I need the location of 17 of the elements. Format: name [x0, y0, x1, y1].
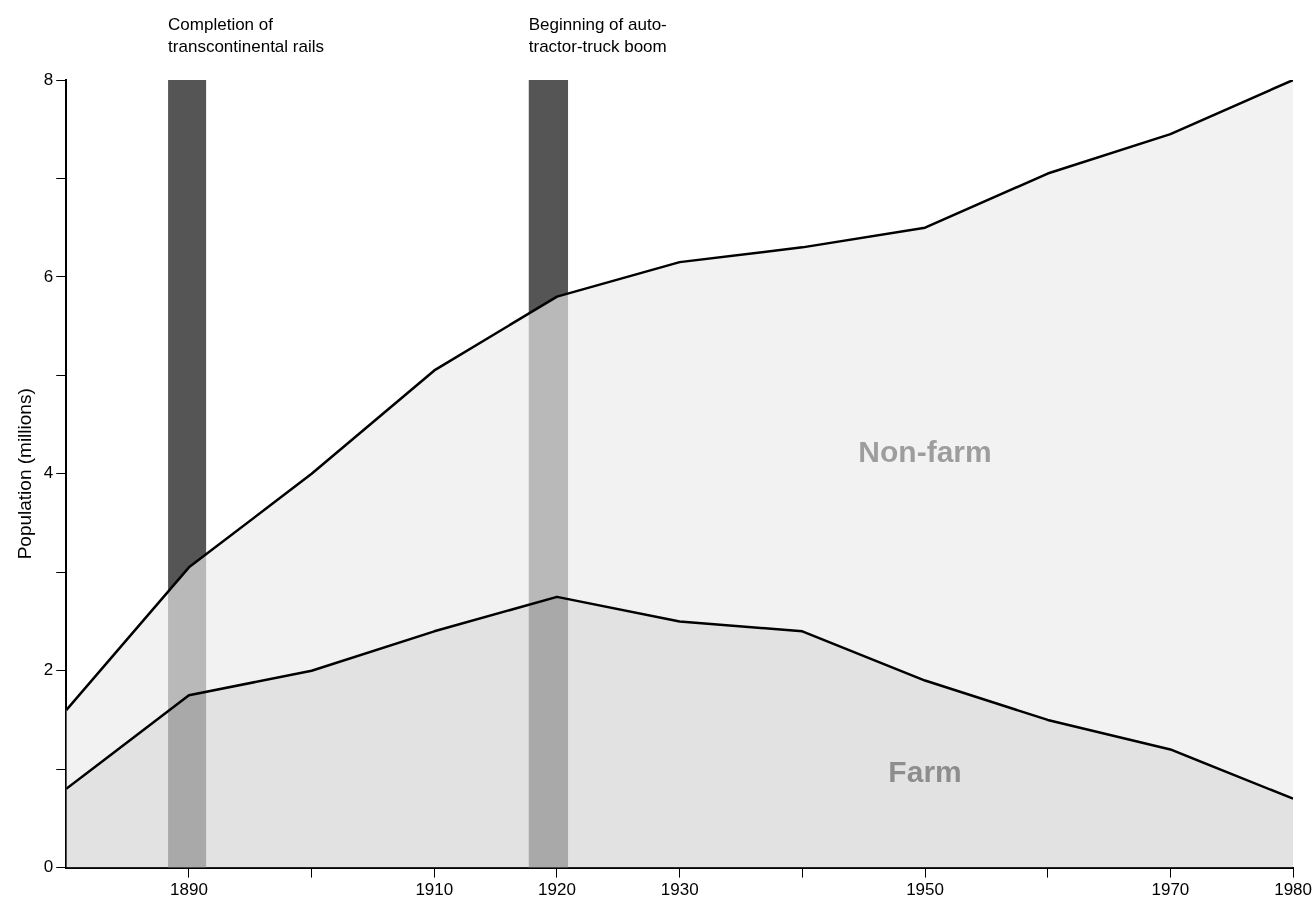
x-tick-label: 1890 — [170, 880, 208, 900]
x-tick-label: 1970 — [1151, 880, 1190, 900]
series-label: Non-farm — [858, 435, 992, 469]
band-label: Beginning of auto- tractor-truck boom — [528, 15, 667, 56]
y-tick-label: 8 — [43, 69, 54, 89]
y-tick-label: 0 — [43, 857, 54, 877]
x-tick-label: 1980 — [1274, 880, 1312, 900]
y-tick-label: 4 — [43, 463, 54, 483]
x-tick-label: 1930 — [660, 880, 699, 900]
x-tick-label: 1920 — [538, 880, 576, 900]
x-tick-label: 1910 — [415, 880, 454, 900]
y-tick-label: 6 — [43, 266, 54, 286]
x-tick-label: 1950 — [906, 880, 944, 900]
band-label: Completion of transcontinental rails — [168, 15, 324, 56]
y-tick-label: 2 — [43, 660, 54, 680]
y-axis-title: Population (millions) — [13, 388, 35, 560]
series-label: Farm — [888, 755, 962, 789]
